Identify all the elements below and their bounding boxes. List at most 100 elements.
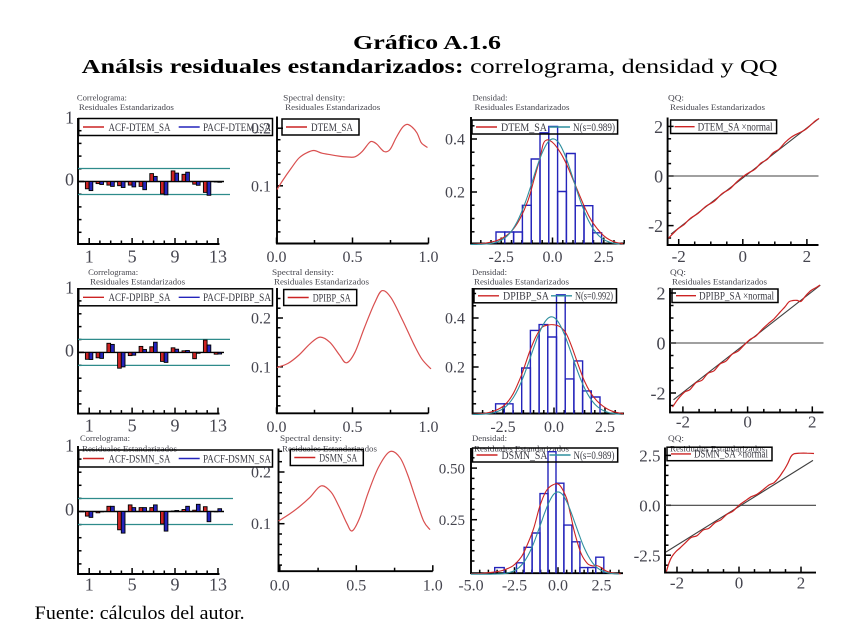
svg-text:1: 1 [65, 108, 74, 128]
svg-text:DSMN_SA: DSMN_SA [502, 450, 549, 462]
svg-text:0.2: 0.2 [445, 360, 465, 377]
svg-text:5: 5 [128, 416, 137, 436]
svg-text:QQ:: QQ: [668, 434, 684, 443]
svg-text:-2.5: -2.5 [490, 419, 515, 436]
svg-text:0: 0 [65, 170, 74, 190]
svg-text:0.0: 0.0 [548, 578, 568, 595]
svg-text:0.2: 0.2 [251, 465, 271, 482]
svg-text:0: 0 [657, 334, 666, 354]
svg-text:-2: -2 [648, 216, 663, 236]
svg-text:PACF-DTEM_SA: PACF-DTEM_SA [203, 122, 272, 134]
svg-text:Residuales Estandarizados: Residuales Estandarizados [82, 445, 177, 454]
svg-text:Residuales Estandarizados: Residuales Estandarizados [670, 445, 765, 454]
svg-text:1: 1 [65, 436, 74, 456]
svg-text:5: 5 [128, 575, 137, 595]
svg-text:Residuales Estandarizados: Residuales Estandarizados [79, 103, 174, 112]
svg-text:0.5: 0.5 [343, 249, 363, 266]
svg-text:0.5: 0.5 [343, 419, 363, 436]
svg-text:Residuales Estandarizados: Residuales Estandarizados [274, 278, 369, 287]
svg-text:0.0: 0.0 [543, 249, 563, 266]
svg-text:2: 2 [657, 284, 666, 304]
svg-text:0.50: 0.50 [439, 462, 465, 478]
svg-text:0: 0 [65, 340, 74, 360]
svg-text:0.0: 0.0 [544, 419, 564, 436]
svg-text:0.0: 0.0 [639, 496, 660, 515]
svg-text:-2: -2 [651, 384, 666, 404]
svg-text:Densidad:: Densidad: [473, 94, 508, 103]
svg-text:DPIBP_SA ×normal: DPIBP_SA ×normal [699, 291, 774, 303]
svg-text:1.0: 1.0 [419, 249, 439, 266]
svg-text:0: 0 [654, 167, 663, 187]
svg-text:-2.5: -2.5 [489, 249, 514, 266]
svg-text:0: 0 [735, 574, 744, 593]
svg-text:2: 2 [808, 412, 817, 431]
svg-text:9: 9 [171, 575, 180, 595]
svg-text:2: 2 [803, 247, 812, 266]
svg-text:0: 0 [739, 247, 748, 266]
svg-text:13: 13 [209, 416, 227, 436]
svg-text:DPIBP_SA: DPIBP_SA [503, 291, 550, 303]
svg-text:Correlograma:: Correlograma: [88, 268, 138, 277]
svg-text:ACF-DTEM_SA: ACF-DTEM_SA [109, 122, 172, 134]
svg-text:PACF-DPIBP_SA: PACF-DPIBP_SA [203, 292, 272, 304]
svg-text:N(s=0.989): N(s=0.989) [574, 450, 615, 462]
svg-text:1: 1 [85, 247, 94, 267]
svg-text:2.5: 2.5 [595, 419, 615, 436]
svg-text:0.2: 0.2 [251, 311, 271, 328]
svg-text:DTEM_SA: DTEM_SA [311, 122, 354, 134]
svg-text:0.2: 0.2 [251, 121, 271, 138]
svg-text:Residuales Estandarizados: Residuales Estandarizados [670, 103, 765, 112]
svg-text:0: 0 [743, 412, 752, 431]
svg-text:-5.0: -5.0 [458, 578, 483, 595]
svg-text:9: 9 [171, 416, 180, 436]
svg-text:1: 1 [85, 416, 94, 436]
svg-text:Correlograma:: Correlograma: [77, 94, 127, 103]
svg-text:QQ:: QQ: [670, 268, 686, 277]
svg-text:-2.5: -2.5 [502, 578, 527, 595]
svg-text:2: 2 [654, 117, 663, 137]
svg-text:Fuente: cálculos del autor.: Fuente: cálculos del autor. [35, 603, 245, 624]
svg-text:-2: -2 [672, 247, 686, 266]
svg-text:1.0: 1.0 [423, 578, 443, 595]
svg-text:0.0: 0.0 [270, 578, 290, 595]
svg-text:0.5: 0.5 [346, 578, 366, 595]
svg-text:DPIBP_SA: DPIBP_SA [313, 292, 351, 304]
svg-text:Gráfico A.1.6: Gráfico A.1.6 [353, 32, 501, 54]
svg-text:PACF-DSMN_SA: PACF-DSMN_SA [203, 453, 272, 465]
svg-text:DSMN_SA: DSMN_SA [319, 452, 357, 464]
svg-text:Spectral density:: Spectral density: [280, 434, 342, 443]
svg-text:1: 1 [85, 575, 94, 595]
svg-text:2: 2 [797, 574, 806, 593]
svg-text:13: 13 [209, 575, 227, 595]
svg-text:DTEM_SA: DTEM_SA [501, 122, 548, 134]
svg-text:QQ:: QQ: [668, 94, 684, 103]
svg-text:Residuales Estandarizados: Residuales Estandarizados [474, 445, 569, 454]
svg-text:Análsis residuales estandariza: Análsis residuales estandarizados: corre… [82, 56, 779, 78]
svg-text:Residuales Estandarizados: Residuales Estandarizados [474, 278, 569, 287]
svg-text:0.0: 0.0 [267, 249, 287, 266]
svg-text:ACF-DSMN_SA: ACF-DSMN_SA [109, 453, 172, 465]
svg-text:2.5: 2.5 [639, 447, 660, 466]
svg-text:0.25: 0.25 [439, 513, 465, 529]
svg-text:9: 9 [171, 247, 180, 267]
svg-text:DSMN_SA ×normal: DSMN_SA ×normal [694, 449, 768, 461]
svg-text:0.4: 0.4 [445, 132, 465, 149]
svg-text:0.2: 0.2 [445, 185, 465, 202]
svg-text:-2.5: -2.5 [634, 546, 661, 565]
svg-text:2.5: 2.5 [594, 249, 614, 266]
svg-text:Residuales Estandarizados: Residuales Estandarizados [90, 278, 185, 287]
svg-text:Densidad:: Densidad: [472, 434, 507, 443]
svg-text:0.0: 0.0 [267, 419, 287, 436]
svg-text:Residuales Estandarizados: Residuales Estandarizados [475, 103, 570, 112]
svg-text:1.0: 1.0 [419, 419, 439, 436]
svg-text:1: 1 [65, 278, 74, 298]
svg-text:0.4: 0.4 [445, 311, 465, 328]
svg-text:5: 5 [128, 247, 137, 267]
svg-text:ACF-DPIBP_SA: ACF-DPIBP_SA [109, 292, 172, 304]
svg-text:13: 13 [209, 247, 227, 267]
svg-text:Correlograma:: Correlograma: [80, 434, 130, 443]
svg-text:DTEM_SA ×normal: DTEM_SA ×normal [698, 122, 773, 134]
svg-text:Residuales Estandarizados: Residuales Estandarizados [285, 103, 380, 112]
svg-text:0: 0 [65, 500, 74, 520]
svg-text:0.1: 0.1 [251, 178, 271, 195]
